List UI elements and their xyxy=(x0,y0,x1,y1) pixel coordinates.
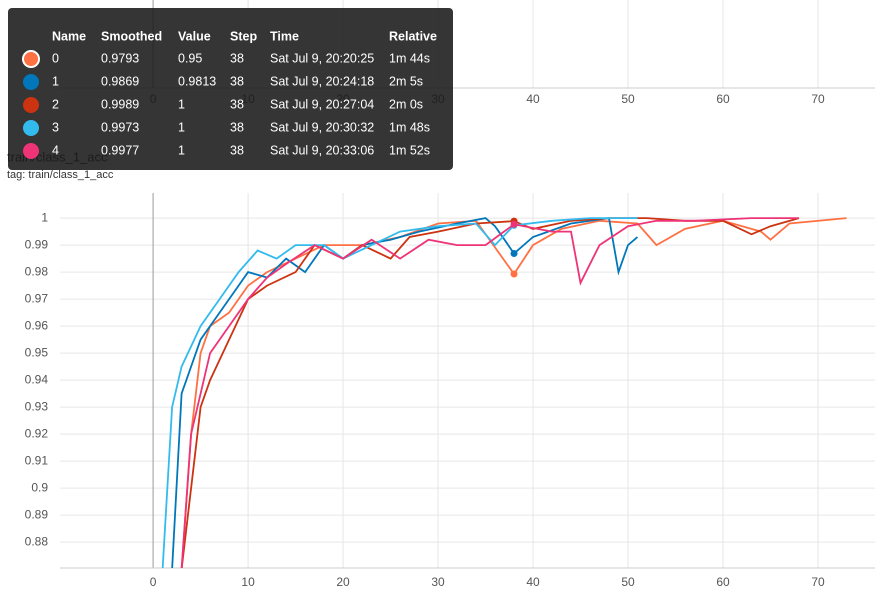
x-tick-label: 40 xyxy=(526,92,540,106)
x-tick-label: 60 xyxy=(716,575,730,589)
y-tick-label: 0.95 xyxy=(25,345,49,359)
tooltip-cell: 0 xyxy=(52,51,59,65)
series-line xyxy=(171,217,639,568)
y-tick-label: 0.98 xyxy=(25,264,49,278)
tooltip-header: Value xyxy=(178,29,211,43)
tooltip-cell: 2m 5s xyxy=(389,74,423,88)
tooltip-cell: 1m 44s xyxy=(389,51,430,65)
hover-point xyxy=(510,249,518,257)
tooltip-cell: 0.95 xyxy=(178,51,202,65)
tooltip-cell: 2m 0s xyxy=(389,97,423,111)
tooltip-cell: 0.9869 xyxy=(101,74,139,88)
tooltip-cell: 0.9989 xyxy=(101,97,139,111)
y-tick-label: 0.99 xyxy=(25,237,49,251)
tooltip-bg xyxy=(8,8,453,170)
y-tick-label: 0.89 xyxy=(25,507,49,521)
tooltip-cell: Sat Jul 9, 20:33:06 xyxy=(270,143,374,157)
tooltip-header: Step xyxy=(230,29,257,43)
tooltip-cell: 38 xyxy=(230,143,244,157)
tooltip-header: Name xyxy=(52,29,86,43)
tooltip-header: Time xyxy=(270,29,299,43)
tooltip-header: Smoothed xyxy=(101,29,162,43)
tooltip-cell: 0.9977 xyxy=(101,143,139,157)
y-tick-label: 0.92 xyxy=(25,426,49,440)
tooltip-cell: 38 xyxy=(230,120,244,134)
tooltip-cell: 38 xyxy=(230,51,244,65)
tooltip-cell: 1 xyxy=(178,120,185,134)
y-tick-label: 0.94 xyxy=(25,372,49,386)
legend-swatch xyxy=(23,120,39,136)
x-tick-label: 0 xyxy=(150,575,157,589)
y-tick-label: 0.93 xyxy=(25,399,49,413)
tooltip-cell: Sat Jul 9, 20:27:04 xyxy=(270,97,374,111)
legend-swatch xyxy=(23,97,39,113)
tooltip-cell: 0.9793 xyxy=(101,51,139,65)
tooltip-cell: 3 xyxy=(52,120,59,134)
x-tick-label: 50 xyxy=(621,575,635,589)
plot-lines xyxy=(161,217,847,568)
x-tick-label: 40 xyxy=(526,575,540,589)
y-tick-label: 0.96 xyxy=(25,318,49,332)
x-tick-label: 50 xyxy=(621,92,635,106)
tooltip-cell: 38 xyxy=(230,74,244,88)
x-tick-label: 70 xyxy=(811,92,825,106)
tooltip: Name Smoothed Value Step Time Relative 0 0.9793… xyxy=(8,8,453,170)
tooltip-cell: 0.9973 xyxy=(101,120,139,134)
x-tick-label: 60 xyxy=(716,92,730,106)
tooltip-cell: Sat Jul 9, 20:24:18 xyxy=(270,74,374,88)
tooltip-cell: 0.9813 xyxy=(178,74,216,88)
hover-point xyxy=(510,270,518,278)
legend-swatch xyxy=(23,143,39,159)
tooltip-cell: 38 xyxy=(230,97,244,111)
tooltip-header: Relative xyxy=(389,29,437,43)
x-tick-label: 10 xyxy=(241,575,255,589)
tooltip-cell: Sat Jul 9, 20:30:32 xyxy=(270,120,374,134)
tooltip-cell: 1m 52s xyxy=(389,143,430,157)
chart-subtitle: tag: train/class_1_acc xyxy=(7,169,114,181)
y-tick-label: 0.88 xyxy=(25,534,49,548)
y-tick-label: 1 xyxy=(41,210,48,224)
y-tick-label: 0.9 xyxy=(31,480,48,494)
tooltip-cell: 1 xyxy=(178,143,185,157)
tooltip-cell: 1 xyxy=(178,97,185,111)
tooltip-cell: Sat Jul 9, 20:20:25 xyxy=(270,51,374,65)
tooltip-cell: 1 xyxy=(52,74,59,88)
series-line xyxy=(161,217,638,568)
tooltip-cell: 2 xyxy=(52,97,59,111)
x-tick-label: 30 xyxy=(431,575,445,589)
x-tick-label: 20 xyxy=(336,575,350,589)
main-chart: train/class_1_acc tag: train/class_1_acc… xyxy=(7,149,875,589)
x-tick-label: 70 xyxy=(811,575,825,589)
hover-point xyxy=(510,220,518,228)
legend-swatch xyxy=(22,50,40,68)
tooltip-cell: 4 xyxy=(52,143,59,157)
series-line xyxy=(180,217,799,568)
tooltip-cell: 1m 48s xyxy=(389,120,430,134)
y-tick-label: 0.97 xyxy=(25,291,49,305)
y-tick-label: 0.91 xyxy=(25,453,49,467)
legend-swatch xyxy=(23,74,39,90)
